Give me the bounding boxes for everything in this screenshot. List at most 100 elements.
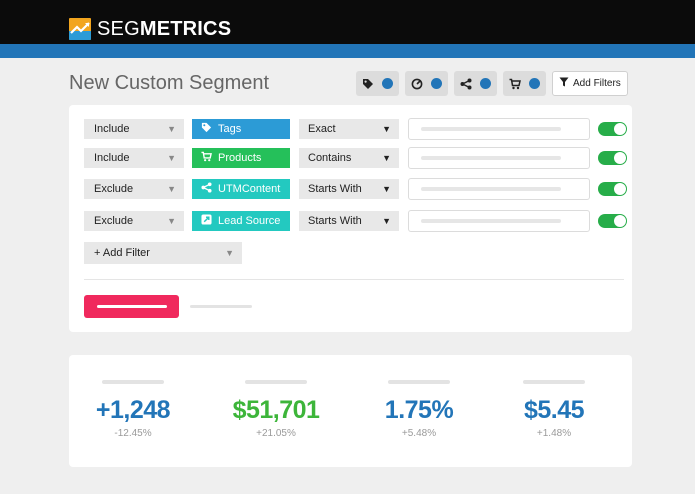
stat-label-placeholder (245, 380, 307, 384)
mode-select[interactable]: Include ▼ (84, 119, 184, 139)
add-filter-label: + Add Filter (94, 247, 150, 259)
value-placeholder (421, 187, 561, 191)
tag-icon (362, 78, 374, 90)
filter-row: Include ▼ Products Contains ▼ (84, 147, 627, 169)
save-segment-button[interactable] (84, 295, 179, 318)
stat-label-placeholder (102, 380, 164, 384)
stat-delta: +21.05% (256, 428, 296, 439)
cart-filter-toggle[interactable] (503, 71, 546, 96)
stat-label-placeholder (523, 380, 585, 384)
filter-toggle[interactable] (598, 151, 627, 165)
stats-panel: +1,248 -12.45% $51,701 +21.05% 1.75% +5.… (69, 355, 632, 467)
field-chip-label: UTMContent (218, 183, 281, 195)
operator-select-value: Starts With (308, 183, 362, 195)
operator-select-value: Exact (308, 123, 336, 135)
status-dot (480, 78, 491, 89)
stat-delta: +1.48% (536, 428, 572, 439)
status-dot (382, 78, 393, 89)
toggle-knob (614, 123, 626, 135)
stat-value: +1,248 (95, 396, 171, 424)
target-icon (411, 78, 423, 90)
stat-delta: +5.48% (401, 428, 437, 439)
logo-text: SEGMETRICS (97, 17, 231, 41)
mode-select-value: Exclude (94, 215, 134, 227)
cart-icon (201, 151, 212, 165)
mode-select-value: Include (94, 152, 130, 164)
mode-select[interactable]: Include ▼ (84, 148, 184, 168)
value-placeholder (421, 127, 561, 131)
cancel-link-placeholder[interactable] (190, 305, 252, 308)
segment-filter-panel: Include ▼ Tags Exact ▼ Include ▼ Product… (69, 105, 632, 332)
stat-revenue: $51,701 +21.05% (206, 355, 346, 439)
divider (84, 279, 624, 280)
mode-select-value: Exclude (94, 183, 134, 195)
filter-row: Exclude ▼ Lead Source Starts With ▼ (84, 210, 627, 232)
field-chip[interactable]: Lead Source (192, 211, 290, 231)
button-label-placeholder (96, 305, 167, 308)
value-input[interactable] (408, 178, 590, 200)
top-bar (0, 0, 695, 44)
filter-toggle[interactable] (598, 182, 627, 196)
accent-bar (0, 44, 695, 58)
filter-toggle[interactable] (598, 214, 627, 228)
value-input[interactable] (408, 118, 590, 140)
caret-down-icon: ▼ (167, 184, 176, 194)
operator-select-value: Contains (308, 152, 352, 164)
value-input[interactable] (408, 210, 590, 232)
status-dot (431, 78, 442, 89)
stat-conversion: 1.75% +5.48% (349, 355, 489, 439)
link-icon (201, 214, 212, 228)
mode-select-value: Include (94, 123, 130, 135)
status-dot (529, 78, 540, 89)
value-placeholder (421, 219, 561, 223)
filter-toggle[interactable] (598, 122, 627, 136)
add-filters-label: Add Filters (573, 78, 621, 89)
stat-value: 1.75% (384, 396, 454, 424)
funnel-icon (559, 77, 569, 90)
stat-label-placeholder (388, 380, 450, 384)
field-chip-label: Products (218, 152, 262, 164)
operator-select[interactable]: Starts With ▼ (299, 211, 399, 231)
filter-row: Include ▼ Tags Exact ▼ (84, 118, 627, 140)
toggle-knob (614, 152, 626, 164)
share-icon (201, 182, 212, 196)
operator-select[interactable]: Exact ▼ (299, 119, 399, 139)
caret-down-icon: ▼ (167, 124, 176, 134)
operator-select-value: Starts With (308, 215, 362, 227)
value-placeholder (421, 156, 561, 160)
stat-value: $5.45 (523, 396, 585, 424)
cart-icon (509, 78, 521, 90)
caret-down-icon: ▼ (167, 153, 176, 163)
mode-select[interactable]: Exclude ▼ (84, 211, 184, 231)
caret-down-icon: ▼ (382, 216, 391, 226)
field-chip[interactable]: Products (192, 148, 290, 168)
field-chip-label: Tags (218, 123, 242, 135)
share-icon (460, 78, 472, 90)
toggle-knob (614, 215, 626, 227)
logo[interactable]: SEGMETRICS (69, 17, 231, 41)
mode-select[interactable]: Exclude ▼ (84, 179, 184, 199)
value-input[interactable] (408, 147, 590, 169)
filter-row: Exclude ▼ UTMContent Starts With ▼ (84, 178, 627, 200)
operator-select[interactable]: Starts With ▼ (299, 179, 399, 199)
caret-down-icon: ▼ (382, 153, 391, 163)
stat-contacts: +1,248 -12.45% (63, 355, 203, 439)
stat-value: $51,701 (232, 396, 320, 424)
stat-value-per-lead: $5.45 +1.48% (484, 355, 624, 439)
caret-down-icon: ▼ (225, 248, 234, 258)
caret-down-icon: ▼ (167, 216, 176, 226)
field-chip[interactable]: UTMContent (192, 179, 290, 199)
page-title: New Custom Segment (69, 72, 270, 94)
add-filter-select[interactable]: + Add Filter ▼ (84, 242, 242, 264)
field-chip[interactable]: Tags (192, 119, 290, 139)
target-filter-toggle[interactable] (405, 71, 448, 96)
add-filters-button[interactable]: Add Filters (552, 71, 628, 96)
caret-down-icon: ▼ (382, 184, 391, 194)
tag-icon (201, 122, 212, 136)
header-filter-icons: Add Filters (356, 71, 628, 96)
tag-filter-toggle[interactable] (356, 71, 399, 96)
field-chip-label: Lead Source (218, 215, 281, 227)
operator-select[interactable]: Contains ▼ (299, 148, 399, 168)
stat-delta: -12.45% (114, 428, 152, 439)
share-filter-toggle[interactable] (454, 71, 497, 96)
